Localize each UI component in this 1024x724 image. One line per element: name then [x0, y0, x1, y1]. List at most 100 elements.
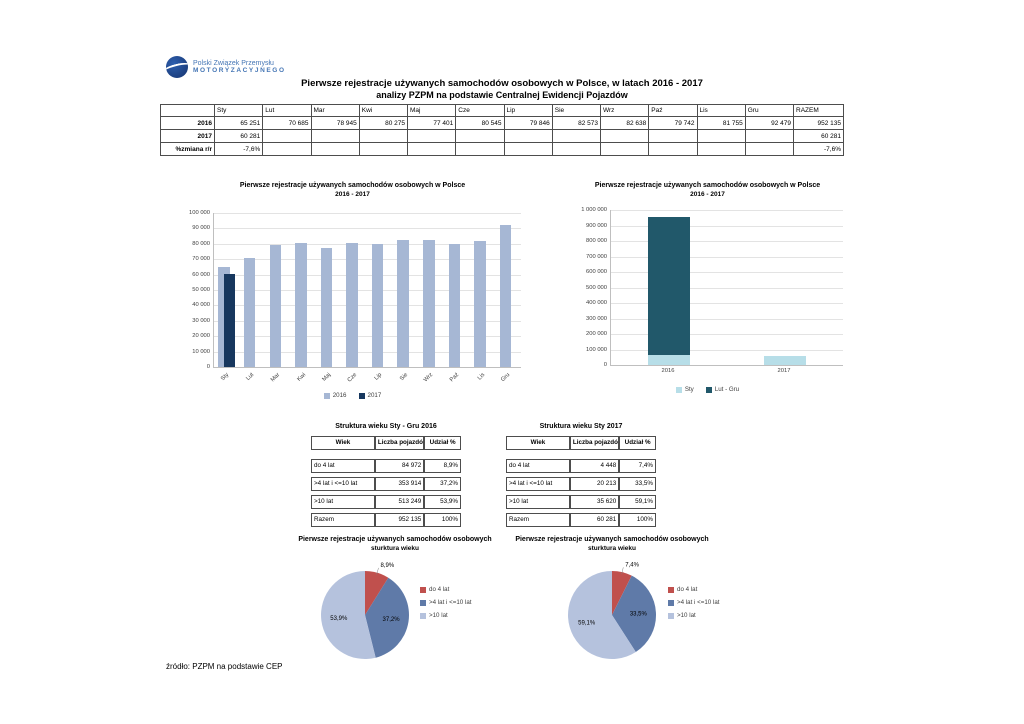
pie-legend: do 4 lat >4 lat i <=10 lat >10 lat — [420, 586, 472, 619]
legend-label: do 4 lat — [677, 586, 698, 593]
age-table-cell: Udział % — [424, 436, 461, 450]
plot-area — [610, 210, 843, 366]
age-table-cell: >10 lat — [506, 495, 570, 509]
gridline — [214, 290, 521, 291]
table-cell — [744, 129, 795, 143]
gridline — [214, 243, 521, 245]
age-table-cell: >10 lat — [311, 495, 375, 509]
legend-label: do 4 lat — [429, 586, 450, 593]
age-table-row: >10 lat 513 249 53,9% — [311, 495, 461, 509]
age-table-cell: 35 620 — [569, 495, 620, 509]
legend-label: >4 lat i <=10 lat — [677, 599, 720, 606]
bar — [295, 243, 307, 367]
table-cell — [406, 142, 457, 156]
chart-subtitle: sturktura wieku — [587, 545, 637, 552]
column-header: Mar — [310, 104, 360, 117]
row-label: 2016 — [160, 116, 215, 130]
age-table-row: Wiek Liczba pojazdów Udział % — [311, 436, 461, 450]
column-header: Lip — [503, 104, 553, 117]
legend-swatch — [668, 599, 674, 606]
gridline — [611, 210, 843, 211]
table-cell — [599, 142, 650, 156]
table-cell — [696, 142, 746, 156]
age-table-row: Razem 60 281 100% — [506, 513, 656, 527]
column-header — [160, 104, 215, 117]
age-table-cell: 100% — [424, 513, 461, 527]
legend-item: Lut - Gru — [705, 386, 739, 393]
gridline — [214, 351, 521, 353]
y-tick-label: 600 000 — [586, 269, 607, 275]
chart-subtitle: 2016 - 2017 — [335, 191, 370, 198]
age-table-row: >4 lat i <=10 lat 353 914 37,2% — [311, 477, 461, 491]
column-header: Maj — [406, 104, 457, 117]
y-tick-label: 300 000 — [586, 315, 607, 322]
report-title: Pierwsze rejestracje używanych samochodó… — [301, 78, 703, 89]
gridline — [214, 228, 521, 230]
legend-swatch — [668, 586, 674, 593]
table-cell — [455, 142, 505, 156]
pzpm-logo-icon — [166, 56, 188, 78]
table-cell: 79 846 — [503, 116, 553, 130]
table-cell: -7,6% — [213, 142, 264, 156]
pie-value-label: 7,4% — [625, 562, 639, 568]
table-cell — [310, 142, 360, 156]
table-cell: 82 638 — [599, 116, 650, 130]
pie-value-label: 59,1% — [578, 620, 596, 626]
bar — [423, 239, 435, 367]
age-table-cell: Wiek — [506, 436, 570, 450]
source-note: źródło: PZPM na podstawie CEP — [166, 662, 283, 671]
table-cell — [503, 142, 553, 156]
age-table-cell: 60 281 — [569, 513, 620, 527]
pie-value-label: 8,9% — [381, 563, 395, 569]
y-tick-label: 100 000 — [189, 210, 210, 216]
annual-stacked-bar-chart: Pierwsze rejestracje używanych samochodó… — [565, 180, 850, 410]
bar — [243, 258, 256, 367]
gridline — [214, 320, 521, 322]
bar — [320, 247, 333, 367]
legend-swatch — [675, 386, 682, 393]
bar-segment — [648, 354, 690, 365]
table-cell — [648, 129, 698, 143]
x-tick-label: 2017 — [777, 368, 791, 374]
table-cell: 82 573 — [551, 116, 602, 130]
column-header: Paź — [648, 104, 698, 117]
bar — [474, 241, 486, 367]
monthly-registrations-table: Sty Lut Mar Kwi Maj Cze Lip Sie Wrz Paź Lis Gru RAZE… — [160, 104, 844, 156]
pie-slice — [612, 571, 632, 615]
age-table-row: >4 lat i <=10 lat 20 213 33,5% — [506, 477, 656, 491]
pie-slice — [365, 571, 389, 615]
table-cell — [503, 129, 553, 143]
chart-legend: 2016 2017 — [175, 392, 530, 399]
legend-item: 2016 — [323, 392, 347, 399]
y-axis: 0 10 000 20 000 30 000 40 000 50 000 60 000 70 … — [175, 210, 213, 370]
y-tick-label: 30 000 — [192, 317, 210, 324]
legend-item: do 4 lat — [668, 586, 720, 593]
gridline — [214, 259, 521, 261]
logo-org-line1: Polski Związek Przemysłu — [193, 60, 274, 67]
table-cell — [310, 129, 360, 143]
table-cell — [455, 129, 505, 143]
legend-label: Sty — [684, 386, 694, 393]
gridline — [611, 241, 843, 242]
chart-title: Pierwsze rejestracje używanych samochodó… — [298, 536, 492, 543]
table-head: Sty Lut Mar Kwi Maj Cze Lip Sie Wrz Paź Lis Gru RAZE… — [160, 104, 844, 117]
pzpm-logo-text: Polski Związek Przemysłu MOTORYZACYJNEGO — [193, 60, 286, 74]
pie-legend: do 4 lat >4 lat i <=10 lat >10 lat — [668, 586, 720, 619]
gridline — [611, 334, 843, 335]
pie-svg: 8,9% 37,2% 53,9% — [321, 563, 410, 659]
report-header: Pierwsze rejestracje używanych samochodó… — [160, 78, 844, 100]
age-table-row: Razem 952 135 100% — [311, 513, 461, 527]
column-header: Lis — [696, 104, 746, 117]
age-table-cell: Liczba pojazdów — [569, 436, 620, 450]
y-tick-label: 90 000 — [192, 225, 210, 232]
age-table-cell: do 4 lat — [311, 459, 375, 473]
y-tick-label: 700 000 — [586, 253, 607, 260]
column-header: Cze — [455, 104, 505, 117]
age-table-cell: 20 213 — [569, 477, 620, 491]
gridline — [214, 213, 521, 214]
table-row: %zmiana r/r -7,6% -7,6% — [160, 142, 844, 156]
chart-title: Pierwsze rejestracje używanych samochodó… — [239, 182, 466, 189]
age-table-row: do 4 lat 84 972 8,9% — [311, 459, 461, 473]
pie-slice — [321, 571, 376, 659]
age-table-cell: 513 249 — [374, 495, 425, 509]
